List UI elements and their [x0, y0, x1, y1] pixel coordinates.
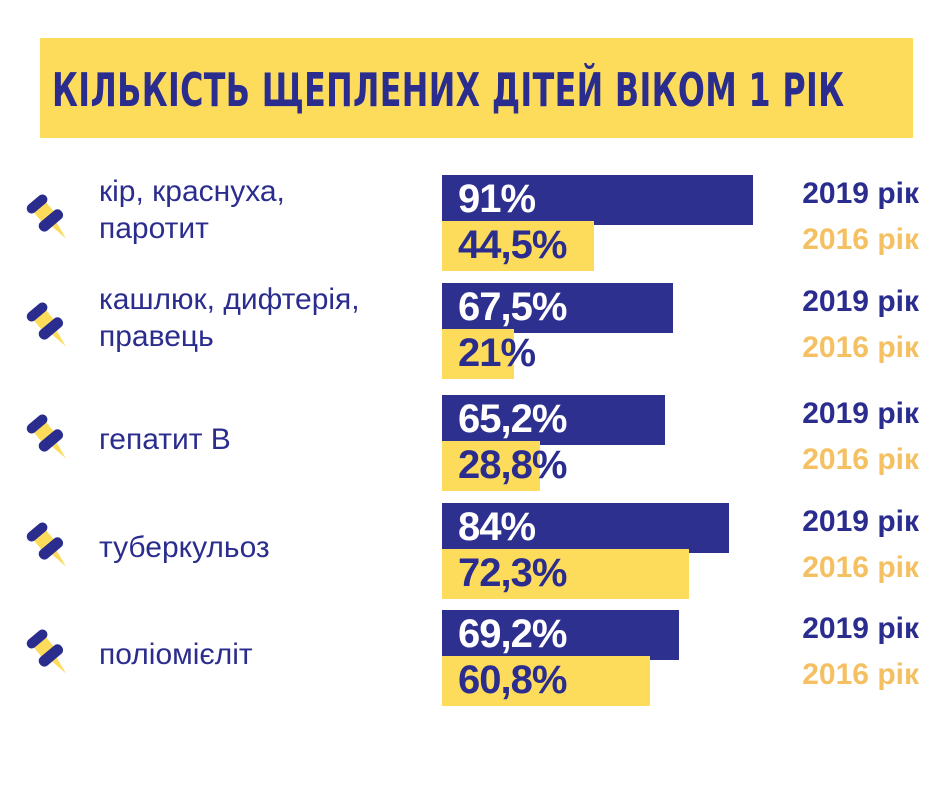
bar-2019	[442, 395, 665, 445]
bar-2016	[442, 221, 594, 271]
chart-title: КІЛЬКІСТЬ ЩЕПЛЕНИХ ДІТЕЙ ВІКОМ 1 РІК	[52, 63, 845, 117]
value-label-2016: 60,8%	[458, 658, 567, 702]
value-label-2019: 65,2%	[458, 397, 567, 441]
legend-2016: 2016 рік	[802, 223, 919, 256]
chart-row: кір, краснуха, паротит 91% 2019 рік 44,5% 201…	[0, 175, 940, 285]
bar-2019	[442, 610, 679, 660]
value-label-2016: 44,5%	[458, 223, 567, 267]
title-banner	[40, 38, 913, 138]
bar-2016	[442, 329, 514, 379]
legend-2016: 2016 рік	[802, 443, 919, 476]
pushpin-icon	[18, 187, 78, 247]
bar-2016	[442, 549, 689, 599]
category-label: гепатит В	[99, 423, 231, 456]
pushpin-icon	[18, 407, 78, 467]
chart-row: поліомієліт 69,2% 2019 рік 60,8% 2016 рік	[0, 610, 940, 720]
value-label-2019: 69,2%	[458, 612, 567, 656]
value-label-2016: 21%	[458, 331, 536, 375]
category-label: туберкульоз	[99, 531, 270, 564]
chart-row: гепатит В 65,2% 2019 рік 28,8% 2016 рік	[0, 395, 940, 505]
bar-2019	[442, 503, 729, 553]
bar-2019	[442, 283, 673, 333]
value-label-2016: 72,3%	[458, 551, 567, 595]
pushpin-icon	[18, 295, 78, 355]
legend-2016: 2016 рік	[802, 331, 919, 364]
category-label: поліомієліт	[99, 638, 253, 671]
value-label-2019: 91%	[458, 177, 536, 221]
value-label-2016: 28,8%	[458, 443, 567, 487]
value-label-2019: 84%	[458, 505, 536, 549]
legend-2019: 2019 рік	[802, 612, 919, 645]
bar-2019	[442, 175, 753, 225]
legend-2019: 2019 рік	[802, 505, 919, 538]
pushpin-icon	[18, 515, 78, 575]
category-label: кір, краснуха, паротит	[99, 175, 285, 245]
category-label: кашлюк, дифтерія, правець	[99, 283, 360, 353]
legend-2019: 2019 рік	[802, 397, 919, 430]
legend-2019: 2019 рік	[802, 177, 919, 210]
chart-row: кашлюк, дифтерія, правець 67,5% 2019 рік 21%…	[0, 283, 940, 393]
bar-2016	[442, 656, 650, 706]
pushpin-icon	[18, 622, 78, 682]
legend-2019: 2019 рік	[802, 285, 919, 318]
legend-2016: 2016 рік	[802, 551, 919, 584]
value-label-2019: 67,5%	[458, 285, 567, 329]
bar-2016	[442, 441, 540, 491]
chart-row: туберкульоз 84% 2019 рік 72,3% 2016 рік	[0, 503, 940, 613]
legend-2016: 2016 рік	[802, 658, 919, 691]
